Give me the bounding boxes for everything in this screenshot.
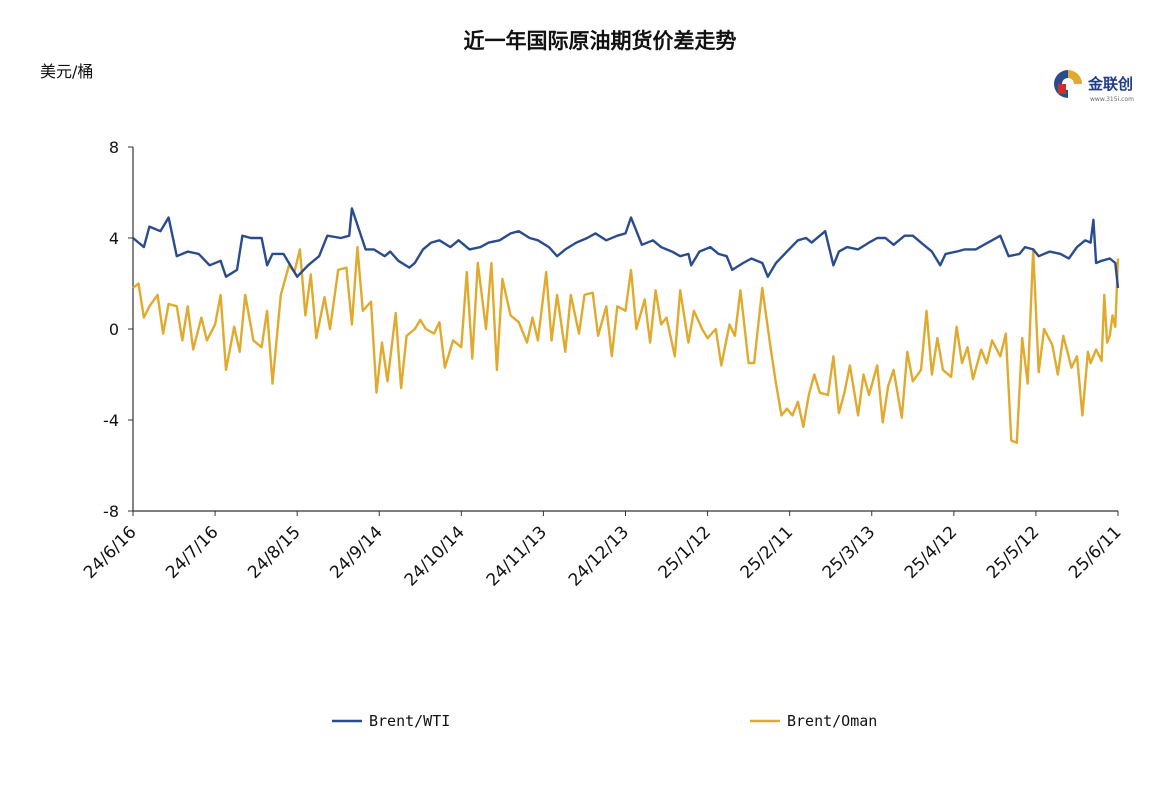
jlc-logo-icon <box>1054 70 1082 98</box>
logo-text: 金联创 <box>1087 75 1133 93</box>
x-tick-label: 24/8/15 <box>244 522 304 582</box>
x-tick-label: 25/5/12 <box>983 522 1043 582</box>
legend-label-brent-oman: Brent/Oman <box>787 712 877 730</box>
x-tick-label: 24/12/13 <box>565 522 633 590</box>
series-line-brent-wti <box>132 207 1120 289</box>
logo: 金联创 www.315i.com <box>1054 70 1134 103</box>
x-tick-label: 24/9/14 <box>326 522 386 582</box>
y-tick-label: 8 <box>109 138 119 157</box>
x-tick-label: 24/10/14 <box>401 522 469 590</box>
y-axis-label: 美元/桶 <box>40 62 93 81</box>
x-tick-label: 25/6/11 <box>1065 522 1125 582</box>
y-tick-label: -8 <box>103 502 119 521</box>
y-tick-label: -4 <box>103 411 119 430</box>
x-tick-label: 25/1/12 <box>655 522 715 582</box>
chart-title: 近一年国际原油期货价差走势 <box>464 29 737 53</box>
y-tick-label: 0 <box>109 320 119 339</box>
x-tick-label: 24/11/13 <box>483 522 551 590</box>
legend: Brent/WTI Brent/Oman <box>332 712 877 730</box>
logo-sub: www.315i.com <box>1090 96 1134 103</box>
series-group <box>132 207 1120 444</box>
legend-label-brent-wti: Brent/WTI <box>369 712 450 730</box>
y-tick-label: 4 <box>109 229 119 248</box>
x-tick-label: 25/3/13 <box>819 522 879 582</box>
series-line-brent-oman <box>132 245 1120 444</box>
x-tick-label: 25/4/12 <box>901 522 961 582</box>
x-tick-label: 25/2/11 <box>737 522 797 582</box>
axes: -8 -4 0 4 8 24/6/16 24/7/16 24/8/15 24/9/14 24/10… <box>80 138 1125 591</box>
x-tick-label: 24/6/16 <box>80 522 140 582</box>
x-tick-label: 24/7/16 <box>162 522 222 582</box>
